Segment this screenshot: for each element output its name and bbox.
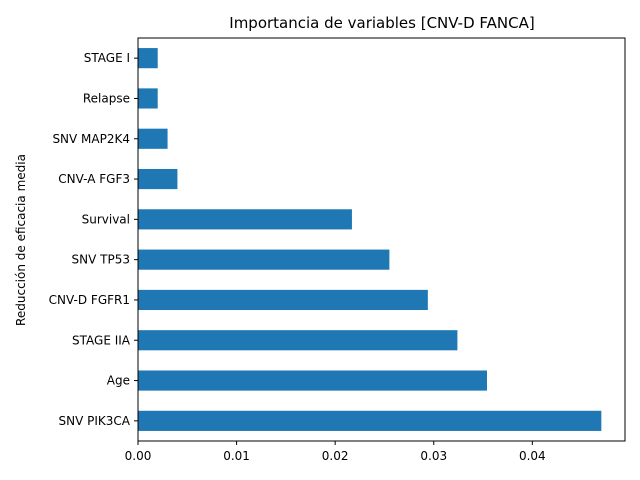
y-tick-label: STAGE I [84,51,130,65]
bar-2 [138,330,458,351]
bar-0 [138,410,602,431]
plot-frame [137,37,626,442]
chart-title: Importancia de variables [CNV-D FANCA] [229,14,534,32]
bar-7 [138,128,168,149]
y-tick-label: STAGE IIA [72,333,131,347]
y-tick-label: CNV-A FGF3 [58,172,130,186]
x-tick-label: 0.03 [420,449,447,463]
y-axis-label: Reducción de eficacia media [14,154,28,326]
bar-1 [138,370,487,391]
x-tick-label: 0.00 [125,449,152,463]
x-tick-label: 0.04 [519,449,546,463]
y-tick-label: Age [107,374,130,388]
bars-group [138,48,602,431]
bar-8 [138,88,158,109]
bar-5 [138,209,352,230]
y-tick-label: SNV MAP2K4 [52,132,130,146]
x-axis-ticks: 0.00 0.01 0.02 0.03 0.04 [125,441,546,463]
y-tick-label: SNV TP53 [72,253,130,267]
bar-3 [138,289,428,311]
bar-9 [138,48,158,69]
x-tick-label: 0.02 [322,449,349,463]
y-tick-label: Relapse [83,91,130,105]
y-tick-label: CNV-D FGFR1 [49,293,130,307]
bar-6 [138,168,178,190]
y-tick-label: Survival [82,212,130,226]
x-tick-label: 0.01 [223,449,250,463]
bar-4 [138,249,390,270]
y-axis-ticks: SNV PIK3CA Age STAGE IIA CNV-D FGFR1 SNV TP5… [49,51,138,428]
y-tick-label: SNV PIK3CA [59,414,131,428]
